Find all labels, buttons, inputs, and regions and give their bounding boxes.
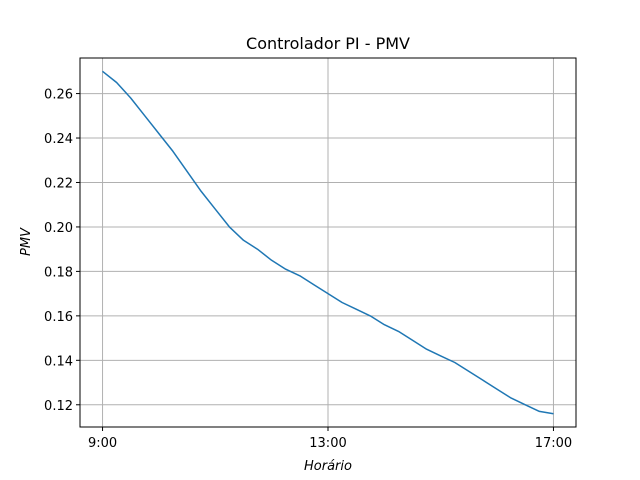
x-tick-label: 9:00 [88,436,117,451]
grid [80,58,576,427]
y-axis: 0.12 0.14 0.16 0.18 0.20 0.22 0.24 0.26 [44,88,80,414]
y-tick-label: 0.16 [44,310,73,325]
x-tick-label: 13:00 [309,436,346,451]
series-line-pmv [102,70,554,415]
y-axis-label: PMV [19,227,34,256]
y-tick-label: 0.18 [44,265,73,280]
chart-title: Controlador PI - PMV [246,34,410,53]
y-tick-label: 0.14 [44,354,73,369]
y-tick-label: 0.26 [44,88,73,103]
y-tick-label: 0.24 [44,132,73,147]
x-tick-label: 17:00 [535,436,572,451]
x-axis-label: Horário [304,459,352,474]
y-tick-label: 0.20 [44,221,73,236]
y-tick-label: 0.22 [44,176,73,191]
plot-area [102,70,554,415]
x-axis: 9:00 13:00 17:00 [88,427,572,451]
y-tick-label: 0.12 [44,399,73,414]
